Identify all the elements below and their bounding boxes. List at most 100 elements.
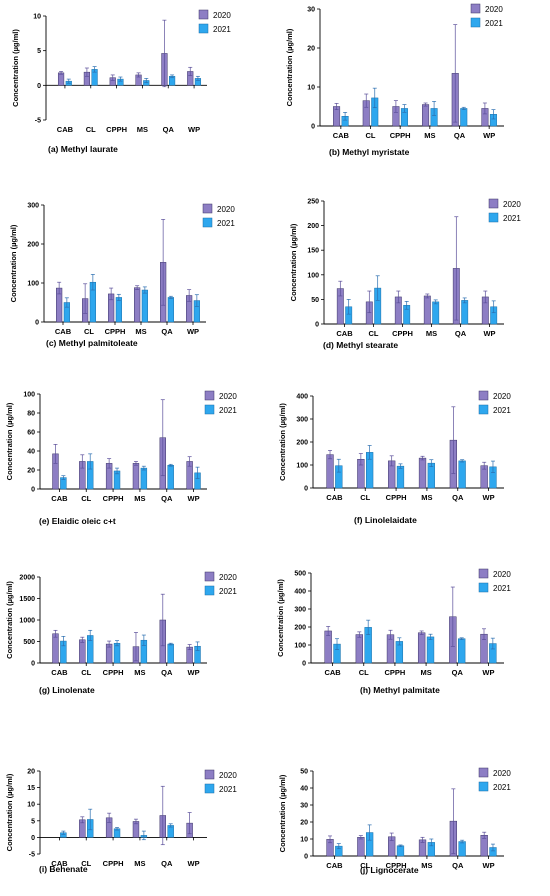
chart-caption: (i) Behenate <box>39 864 88 874</box>
y-axis-label: Concentration (µg/ml) <box>278 403 287 481</box>
x-tick-label: CL <box>84 327 94 336</box>
y-tick-label: 1000 <box>19 618 35 625</box>
x-tick-label: MS <box>134 668 145 677</box>
bar-2020-MS <box>132 463 140 490</box>
legend-label-2021: 2021 <box>503 214 521 223</box>
bar-2021-MS <box>426 636 435 664</box>
x-tick-label: WP <box>187 327 199 336</box>
x-tick-label: CL <box>359 668 369 677</box>
y-tick-label: 2000 <box>19 575 35 582</box>
legend-swatch-2021 <box>204 585 215 596</box>
bar-2021-QA <box>167 297 174 323</box>
y-tick-label: 100 <box>296 463 308 470</box>
bar-2021-CPPH <box>396 845 405 857</box>
legend-swatch-2021 <box>478 404 489 415</box>
x-tick-label: QA <box>452 493 464 502</box>
legend-label-2020: 2020 <box>213 11 231 20</box>
x-tick-label: QA <box>452 861 464 870</box>
x-tick-label: QA <box>161 668 173 677</box>
y-tick-label: 150 <box>307 248 319 255</box>
y-axis-label: Concentration (µg/ml) <box>5 773 14 851</box>
y-tick-label: -5 <box>35 118 41 125</box>
y-tick-label: 50 <box>311 297 319 304</box>
legend-swatch-2021 <box>478 582 489 593</box>
y-tick-label: 80 <box>27 411 35 418</box>
bar-2020-MS <box>422 104 430 127</box>
bar-2021-CPPH <box>113 642 121 664</box>
y-axis-label: Concentration (µg/ml) <box>9 224 18 302</box>
y-tick-label: 300 <box>27 203 39 210</box>
bar-2021-CPPH <box>115 297 122 323</box>
y-tick-label: 20 <box>27 769 35 776</box>
legend-label-2021: 2021 <box>213 25 231 34</box>
bar-2020-MS <box>134 287 141 323</box>
x-tick-label: CAB <box>55 327 72 336</box>
x-tick-label: MS <box>421 493 432 502</box>
y-axis-label: Concentration (µg/ml) <box>11 29 20 107</box>
y-tick-label: 0 <box>304 854 308 861</box>
legend-label-2020: 2020 <box>493 392 511 401</box>
bar-2021-QA <box>458 841 466 857</box>
y-tick-label: 500 <box>294 571 306 578</box>
legend-label-2021: 2021 <box>219 587 237 596</box>
bar-2021-QA <box>458 460 466 489</box>
legend-swatch-2020 <box>198 9 209 20</box>
y-tick-label: 300 <box>294 607 306 614</box>
x-tick-label: CAB <box>336 329 353 338</box>
y-tick-label: 20 <box>27 468 35 475</box>
y-tick-label: 500 <box>23 639 35 646</box>
y-tick-label: 0 <box>302 661 306 668</box>
x-tick-label: WP <box>483 131 495 140</box>
x-tick-label: CAB <box>326 861 343 870</box>
x-tick-label: CPPH <box>384 668 405 677</box>
legend-label-2021: 2021 <box>485 19 503 28</box>
x-tick-label: CL <box>369 329 379 338</box>
legend-label-2020: 2020 <box>493 769 511 778</box>
legend-swatch-2021 <box>488 212 499 223</box>
x-tick-label: CPPH <box>103 859 124 868</box>
y-tick-label: 60 <box>27 430 35 437</box>
x-tick-label: CL <box>360 493 370 502</box>
y-axis-label: Concentration (µg/ml) <box>285 28 294 106</box>
y-tick-label: 1500 <box>19 596 35 603</box>
legend-label-2021: 2021 <box>219 785 237 794</box>
x-tick-label: WP <box>188 859 200 868</box>
legend-swatch-2020 <box>202 203 213 214</box>
x-tick-label: MS <box>134 494 145 503</box>
x-tick-label: MS <box>137 125 148 134</box>
y-tick-label: 0 <box>31 835 35 842</box>
chart-caption: (g) Linolenate <box>39 685 95 695</box>
bar-2021-QA <box>458 638 466 664</box>
x-tick-label: CL <box>360 861 370 870</box>
bar-2020-CL <box>79 639 86 664</box>
x-tick-label: WP <box>483 493 495 502</box>
legend-label-2020: 2020 <box>219 771 237 780</box>
legend-swatch-2020 <box>204 769 215 780</box>
legend-swatch-2020 <box>488 198 499 209</box>
legend-label-2021: 2021 <box>493 406 511 415</box>
y-tick-label: 5 <box>31 818 35 825</box>
legend-swatch-2021 <box>204 404 215 415</box>
legend-label-2020: 2020 <box>219 573 237 582</box>
bar-2020-CL <box>357 837 365 857</box>
bar-2021-CPPH <box>396 465 405 489</box>
chart-caption: (a) Methyl laurate <box>48 144 118 154</box>
x-tick-label: WP <box>188 494 200 503</box>
bar-2021-MS <box>141 289 148 323</box>
legend-swatch-2021 <box>202 217 213 228</box>
y-axis-label: Concentration (µg/ml) <box>289 223 298 301</box>
x-tick-label: CAB <box>51 859 68 868</box>
x-tick-label: WP <box>483 861 495 870</box>
x-tick-label: CPPH <box>390 131 411 140</box>
y-tick-label: 0 <box>311 124 315 131</box>
y-tick-label: 200 <box>296 440 308 447</box>
chart-caption: (b) Methyl myristate <box>329 147 410 157</box>
x-tick-label: CAB <box>326 493 343 502</box>
y-tick-label: 0 <box>315 322 319 329</box>
y-tick-label: 30 <box>300 803 308 810</box>
x-tick-label: CL <box>81 859 91 868</box>
x-tick-label: MS <box>134 859 145 868</box>
bar-2020-MS <box>417 632 426 664</box>
